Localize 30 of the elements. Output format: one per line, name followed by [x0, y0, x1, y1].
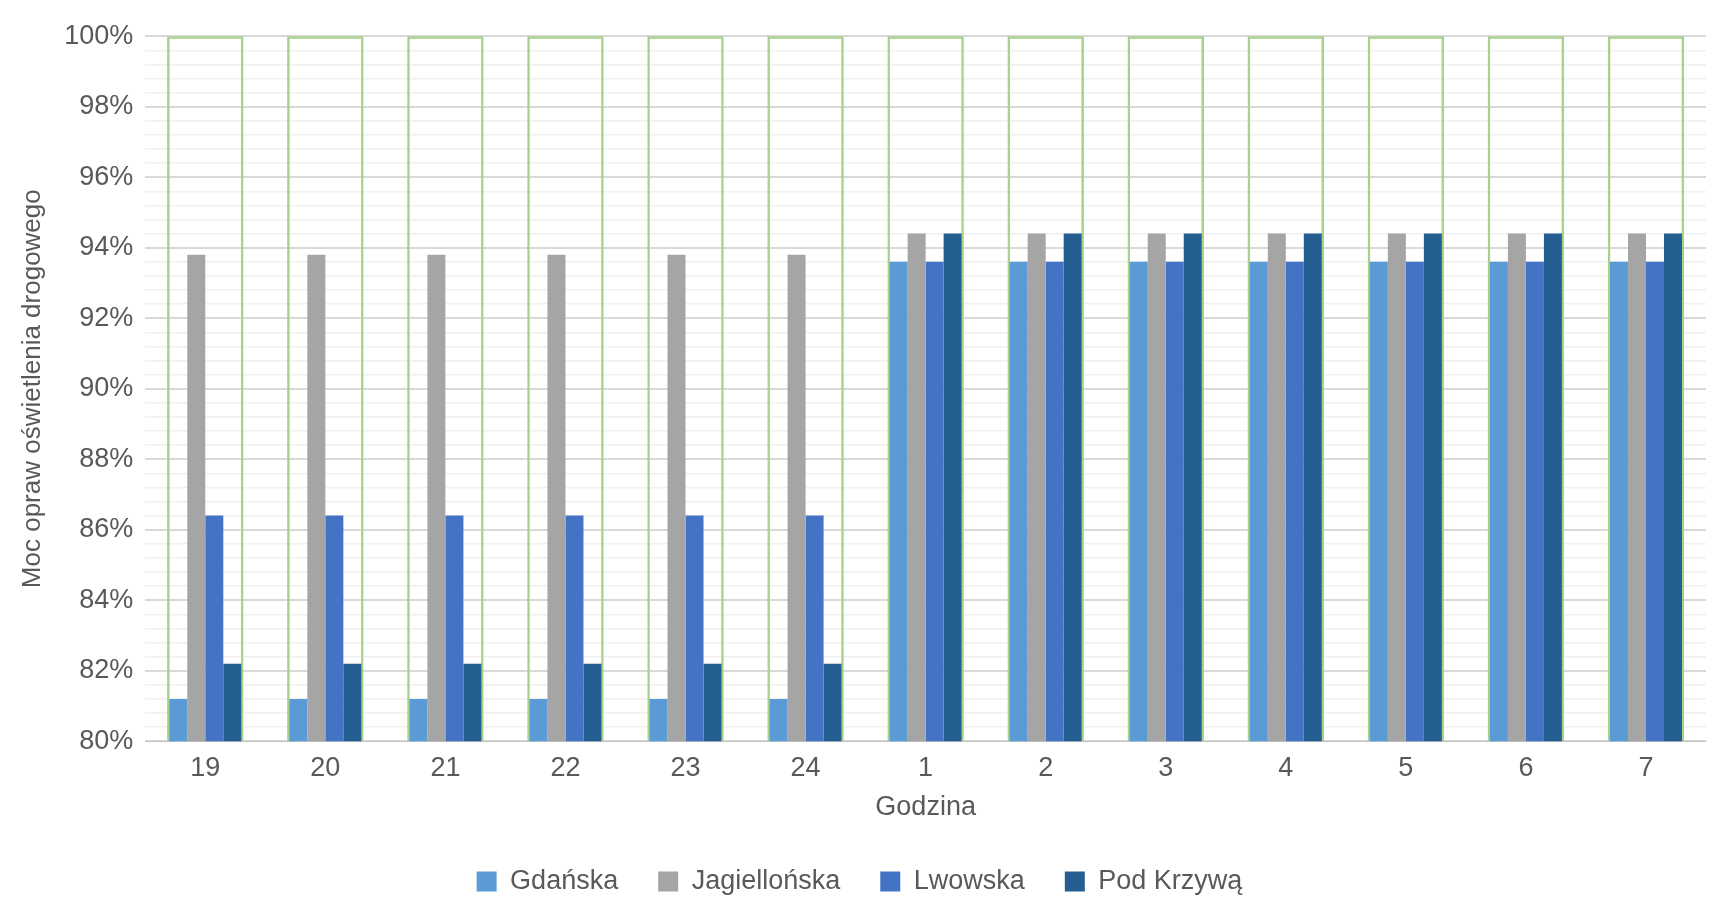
- legend-label: Lwowska: [913, 864, 1026, 895]
- legend-label: Jagiellońska: [691, 864, 842, 895]
- x-tick-label: 3: [1158, 751, 1174, 782]
- y-tick-label: 92%: [79, 301, 134, 332]
- y-tick-label: 82%: [79, 654, 134, 685]
- y-tick-label: 94%: [79, 231, 134, 262]
- y-tick-label: 80%: [79, 724, 134, 755]
- x-tick-label: 22: [550, 751, 581, 782]
- x-tick-label: 6: [1518, 751, 1534, 782]
- x-tick-label: 2: [1038, 751, 1054, 782]
- x-tick-label: 21: [430, 751, 461, 782]
- y-tick-label: 100%: [64, 19, 134, 50]
- x-tick-label: 1: [918, 751, 934, 782]
- y-tick-label: 98%: [79, 90, 134, 121]
- legend-label: Pod Krzywą: [1098, 864, 1244, 895]
- x-tick-label: 19: [190, 751, 221, 782]
- y-tick-label: 86%: [79, 513, 134, 544]
- y-tick-label: 84%: [79, 583, 134, 614]
- x-tick-label: 20: [310, 751, 341, 782]
- y-tick-label: 96%: [79, 160, 134, 191]
- y-tick-label: 88%: [79, 442, 134, 473]
- y-axis-title: Moc opraw oświetlenia drogowego: [15, 189, 46, 589]
- x-tick-label: 7: [1638, 751, 1654, 782]
- x-tick-label: 4: [1278, 751, 1294, 782]
- y-tick-label: 90%: [79, 372, 134, 403]
- x-tick-label: 5: [1398, 751, 1414, 782]
- x-tick-label: 23: [670, 751, 701, 782]
- x-axis-title: Godzina: [875, 791, 977, 822]
- x-tick-label: 24: [790, 751, 821, 782]
- legend-label: Gdańska: [510, 864, 620, 895]
